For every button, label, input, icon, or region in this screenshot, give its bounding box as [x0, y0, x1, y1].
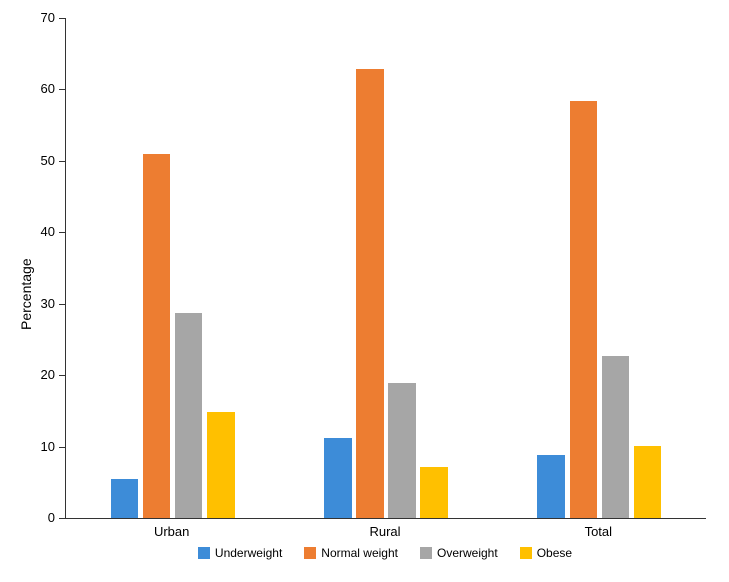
y-tick-mark	[59, 18, 65, 19]
y-tick-mark	[59, 161, 65, 162]
bar	[602, 356, 630, 518]
bar	[388, 383, 416, 518]
bar	[207, 412, 235, 518]
x-category-label: Urban	[65, 524, 278, 539]
bar	[570, 101, 598, 518]
legend-swatch	[198, 547, 210, 559]
y-tick-label: 40	[0, 224, 55, 239]
y-tick-mark	[59, 232, 65, 233]
y-tick-label: 10	[0, 439, 55, 454]
legend-label: Obese	[537, 546, 572, 560]
legend-label: Normal weight	[321, 546, 398, 560]
y-tick-mark	[59, 375, 65, 376]
legend-swatch	[304, 547, 316, 559]
y-tick-mark	[59, 447, 65, 448]
bar	[420, 467, 448, 518]
y-tick-mark	[59, 89, 65, 90]
y-tick-mark	[59, 518, 65, 519]
y-tick-mark	[59, 304, 65, 305]
y-tick-label: 20	[0, 367, 55, 382]
y-tick-label: 0	[0, 510, 55, 525]
chart-container: Percentage Underweight Normal weight Overw…	[0, 0, 729, 582]
legend-label: Overweight	[437, 546, 498, 560]
legend-swatch	[420, 547, 432, 559]
bar	[356, 69, 384, 518]
x-category-label: Total	[492, 524, 705, 539]
legend-item: Underweight	[198, 546, 282, 560]
legend-item: Overweight	[420, 546, 498, 560]
bar	[324, 438, 352, 518]
legend-label: Underweight	[215, 546, 282, 560]
bar	[537, 455, 565, 518]
plot-area	[65, 18, 706, 519]
y-axis-label: Percentage	[18, 258, 34, 330]
legend: Underweight Normal weight Overweight Obese	[65, 546, 705, 560]
bar	[175, 313, 203, 518]
legend-item: Normal weight	[304, 546, 398, 560]
bar	[143, 154, 171, 518]
y-tick-label: 50	[0, 153, 55, 168]
legend-swatch	[520, 547, 532, 559]
y-tick-label: 30	[0, 296, 55, 311]
y-tick-label: 70	[0, 10, 55, 25]
y-tick-label: 60	[0, 81, 55, 96]
x-category-label: Rural	[278, 524, 491, 539]
bar	[111, 479, 139, 518]
bar	[634, 446, 662, 518]
legend-item: Obese	[520, 546, 572, 560]
